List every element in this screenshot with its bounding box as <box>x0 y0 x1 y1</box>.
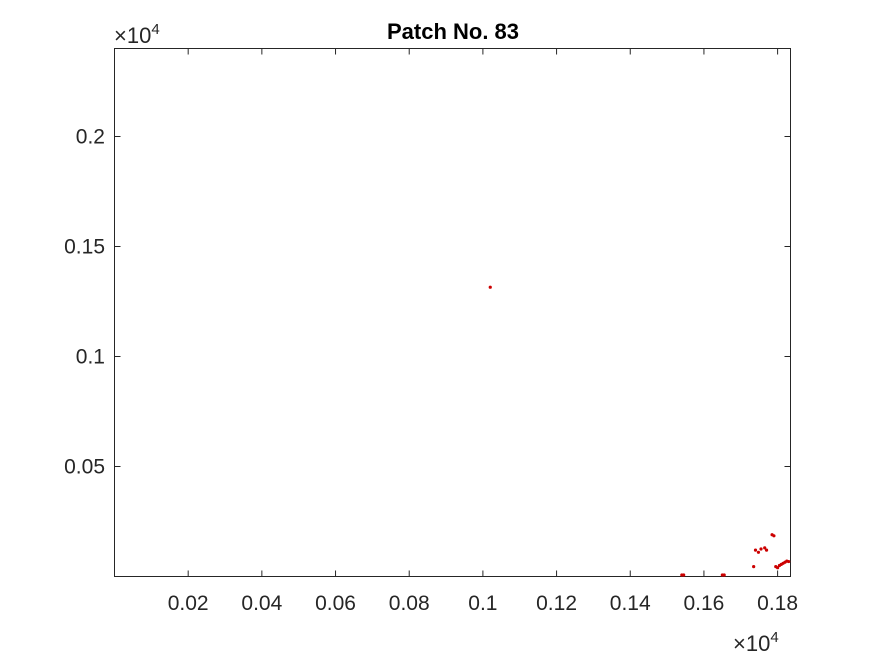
data-point <box>682 573 686 577</box>
plot-area <box>114 48 791 577</box>
data-point <box>488 285 492 289</box>
y-exponent-power: 4 <box>151 21 159 38</box>
x-tick-label: 0.08 <box>389 592 430 615</box>
x-tick-label: 0.1 <box>468 592 497 615</box>
data-point <box>787 559 791 564</box>
x-tick-label: 0.12 <box>536 592 577 615</box>
data-point <box>752 565 756 569</box>
x-tick-label: 0.04 <box>241 592 282 615</box>
y-tick-label: 0.05 <box>64 456 105 479</box>
data-point <box>756 550 761 554</box>
data-points <box>488 285 791 577</box>
x-tick-label: 0.14 <box>610 592 651 615</box>
x-exponent-base: ×10 <box>733 631 770 656</box>
x-axis: 0.02 0.04 0.06 0.08 0.1 0.12 0.14 0.16 0.18 <box>168 48 798 615</box>
y-tick-label: 0.2 <box>76 126 105 149</box>
x-exponent-label: ×104 <box>733 629 779 656</box>
x-exponent-power: 4 <box>770 629 778 646</box>
x-tick-label: 0.02 <box>168 592 209 615</box>
data-point <box>759 547 763 551</box>
y-axis: 0.05 0.1 0.15 0.2 <box>64 126 791 479</box>
x-tick-label: 0.16 <box>683 592 724 615</box>
data-point <box>764 548 769 552</box>
y-tick-label: 0.1 <box>76 346 105 369</box>
x-tick-label: 0.06 <box>315 592 356 615</box>
data-point <box>753 548 758 552</box>
data-point <box>776 566 780 570</box>
y-exponent-label: ×104 <box>114 21 160 48</box>
x-tick-label: 0.18 <box>757 592 798 615</box>
y-tick-label: 0.15 <box>64 236 105 259</box>
svg-text:×104: ×104 <box>114 21 160 48</box>
chart-title: Patch No. 83 <box>387 19 519 44</box>
y-exponent-base: ×10 <box>114 23 151 48</box>
data-point <box>772 534 776 538</box>
data-point <box>763 546 767 550</box>
data-point <box>722 573 726 577</box>
svg-text:×104: ×104 <box>733 629 779 656</box>
